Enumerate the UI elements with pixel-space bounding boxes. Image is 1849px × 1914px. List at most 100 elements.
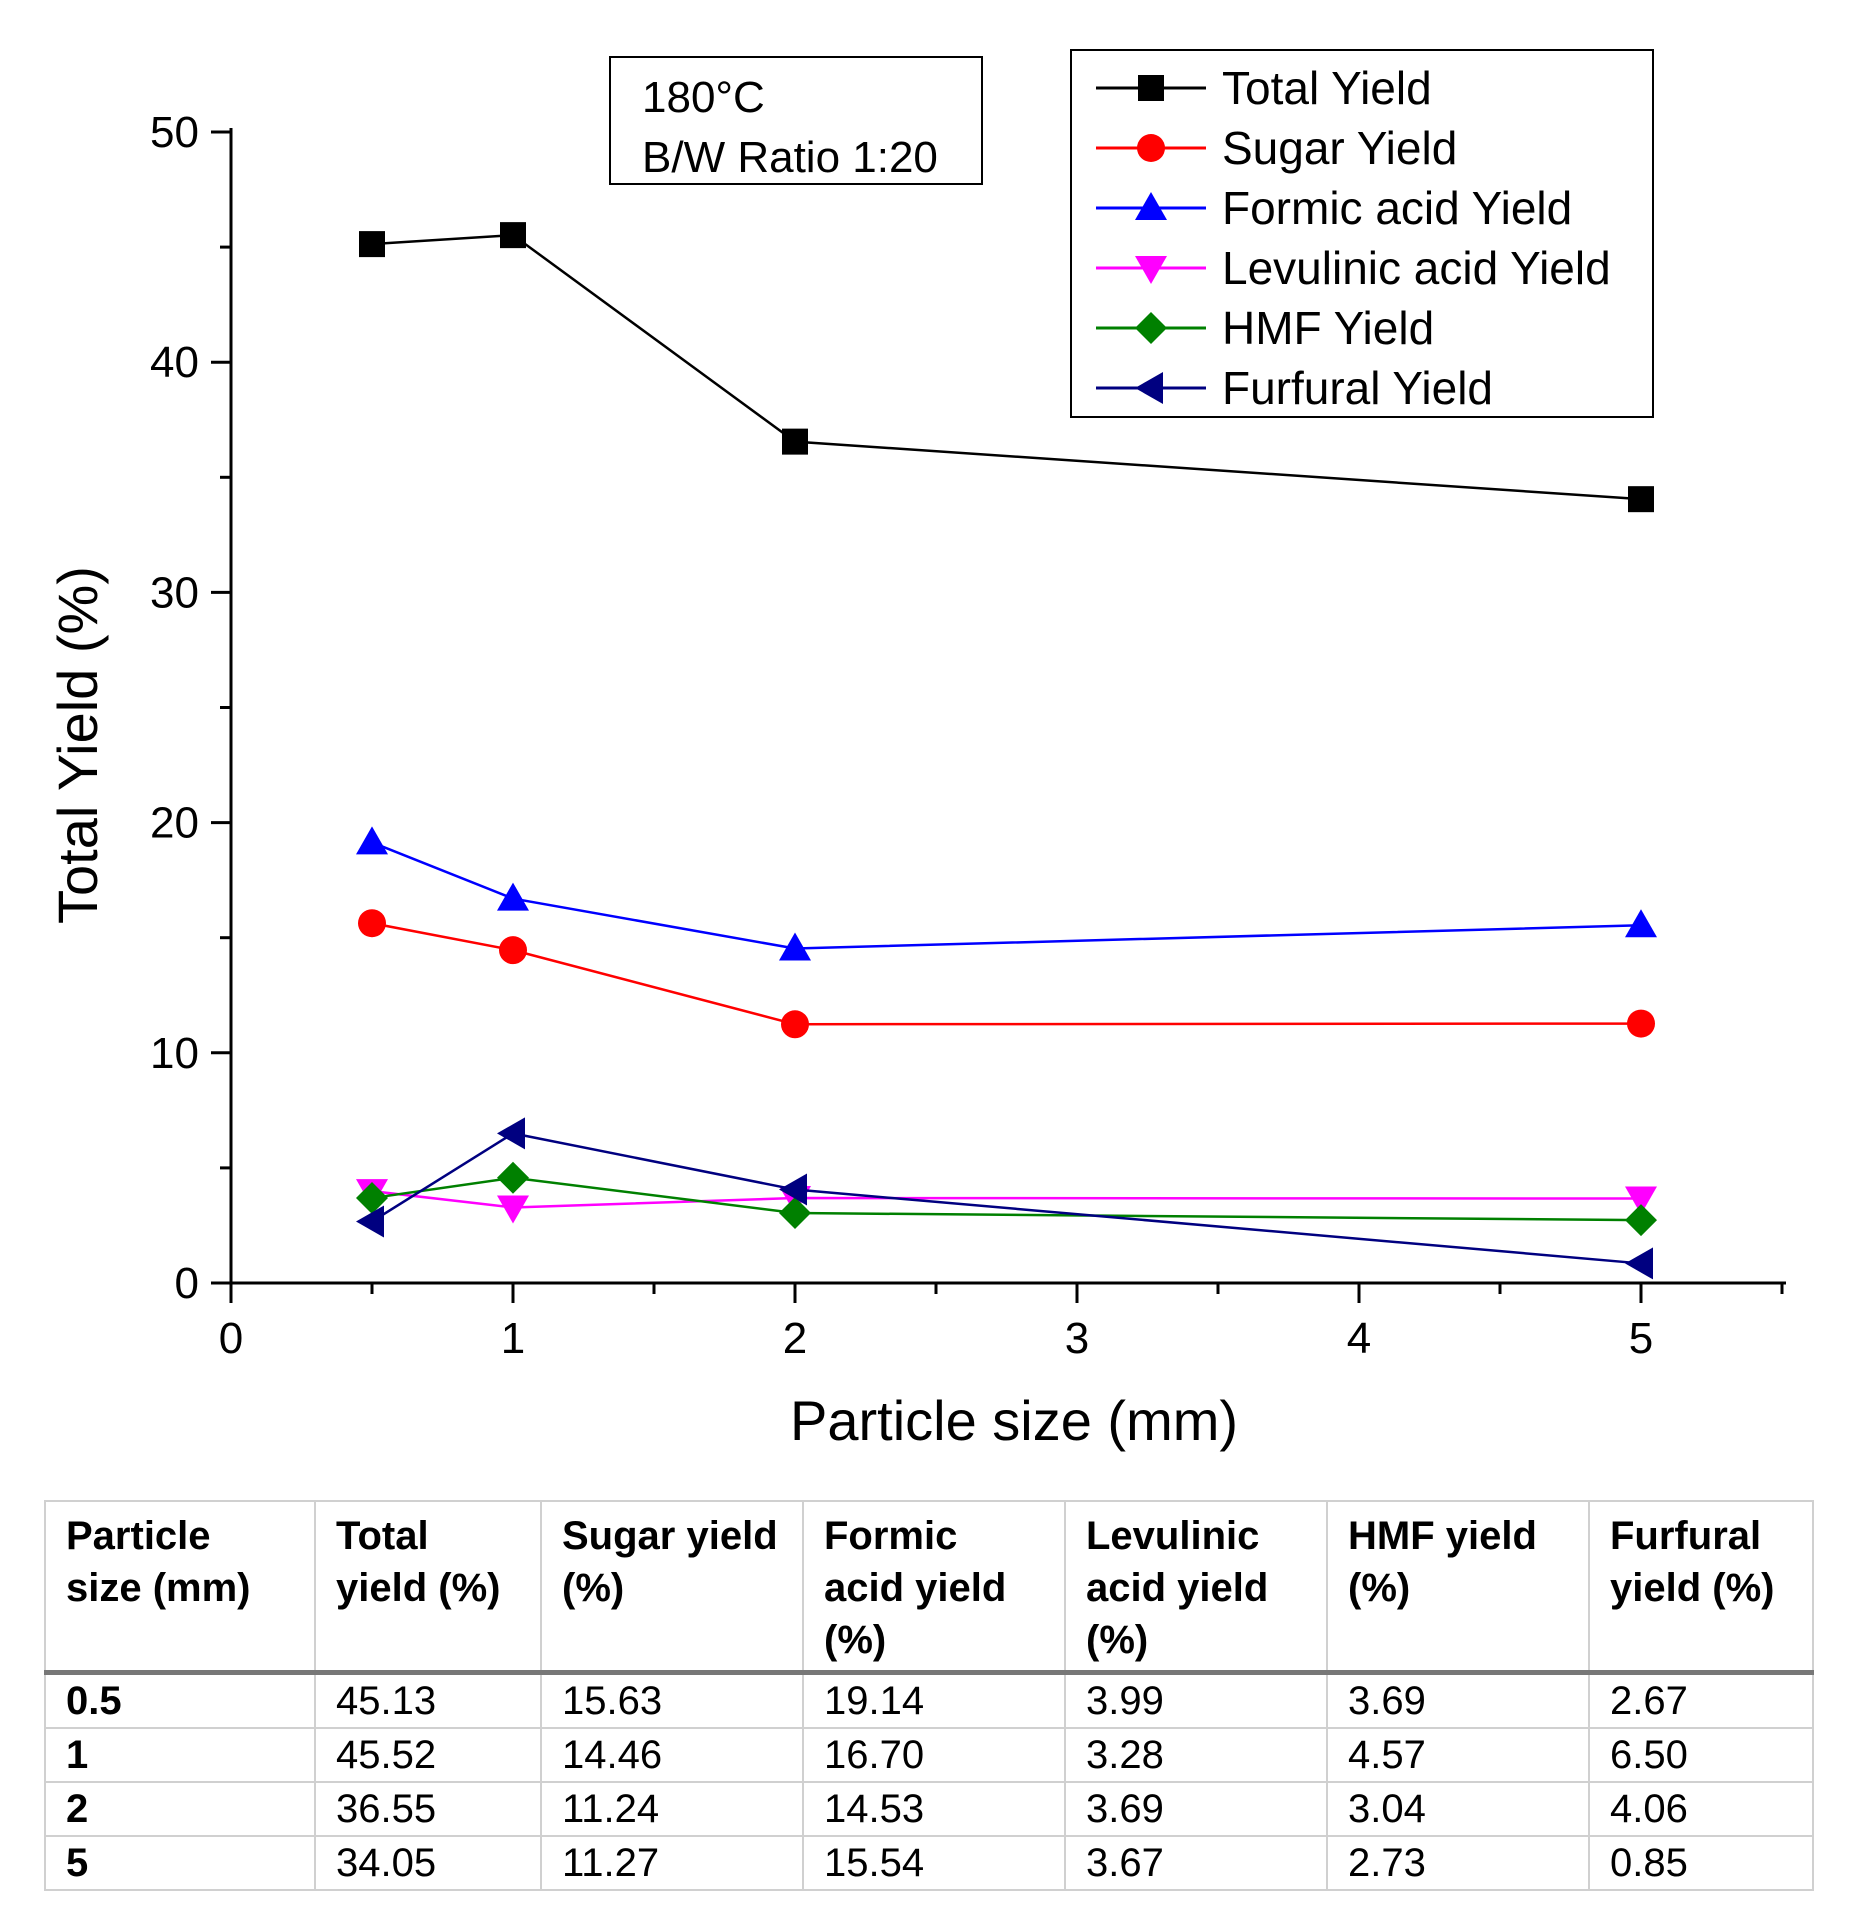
data-point: [359, 231, 385, 258]
table-header-row: Particle size (mm) Total yield (%) Sugar…: [44, 1500, 1814, 1675]
y-tick-label: 40: [150, 338, 199, 387]
table-header-cell: Particle size (mm): [44, 1500, 316, 1675]
x-axis-title: Particle size (mm): [790, 1389, 1238, 1452]
legend-label: Total Yield: [1222, 62, 1432, 114]
table-cell: 2: [44, 1781, 316, 1837]
table-cell: 6.50: [1588, 1727, 1814, 1783]
data-point: [497, 882, 529, 911]
annotation-temperature: 180°C: [642, 73, 765, 122]
series-levulinic-acid-yield: [356, 1179, 1657, 1224]
table-cell: 16.70: [802, 1727, 1066, 1783]
y-tick-label: 30: [150, 568, 199, 617]
series-total-yield: [359, 222, 1654, 513]
table-row: 2 36.55 11.24 14.53 3.69 3.04 4.06: [44, 1781, 1814, 1837]
x-tick-label: 4: [1347, 1314, 1371, 1363]
table-cell: 1: [44, 1727, 316, 1783]
x-tick-label: 5: [1629, 1314, 1653, 1363]
annotation-ratio: B/W Ratio 1:20: [642, 133, 938, 182]
data-point: [497, 1195, 529, 1224]
table-header-cell: Formic acid yield (%): [802, 1500, 1066, 1675]
table-row: 5 34.05 11.27 15.54 3.67 2.73 0.85: [44, 1835, 1814, 1891]
table-header-cell: Levulinic acid yield (%): [1064, 1500, 1328, 1675]
table-cell: 19.14: [802, 1671, 1066, 1729]
y-tick-label: 50: [150, 108, 199, 157]
table-header-cell: Total yield (%): [314, 1500, 542, 1675]
y-tick-label: 10: [150, 1029, 199, 1078]
data-point: [356, 1182, 388, 1215]
data-point: [499, 936, 527, 965]
table-row: 1 45.52 14.46 16.70 3.28 4.57 6.50: [44, 1727, 1814, 1783]
series-line: [371, 1189, 1642, 1209]
series-layer: [356, 222, 1657, 1280]
table-cell: 14.53: [802, 1781, 1066, 1837]
y-axis-title: Total Yield (%): [46, 566, 109, 924]
data-point: [497, 1161, 529, 1194]
table-cell: 3.04: [1326, 1781, 1590, 1837]
data-point: [779, 1173, 807, 1206]
legend-entry: Furfural Yield: [1096, 362, 1493, 414]
table-header-cell: Furfural yield (%): [1588, 1500, 1814, 1675]
legend-marker: [1135, 256, 1167, 284]
table-cell: 45.52: [314, 1727, 542, 1783]
table-cell: 34.05: [314, 1835, 542, 1891]
series-formic-acid-yield: [356, 826, 1657, 961]
y-tick-label: 20: [150, 799, 199, 848]
series-line: [371, 233, 1642, 501]
data-point: [356, 1205, 384, 1238]
data-point: [779, 932, 811, 961]
axes: 0 10 20 30 40 50 0 1 2 3 4 5: [150, 108, 1786, 1363]
legend-label: Sugar Yield: [1222, 122, 1457, 174]
table-row: 0.5 45.13 15.63 19.14 3.99 3.69 2.67: [44, 1671, 1814, 1729]
series-hmf-yield: [356, 1161, 1657, 1237]
legend-entry: Sugar Yield: [1096, 122, 1457, 174]
line-chart: 0 10 20 30 40 50 0 1 2 3 4 5 Particle size (mm) Tot…: [46, 49, 1786, 1452]
data-point: [497, 1117, 525, 1150]
table-cell: 3.69: [1064, 1781, 1328, 1837]
legend-entry: Total Yield: [1096, 62, 1432, 114]
series-line: [371, 841, 1642, 950]
y-tick-label: 0: [175, 1259, 199, 1308]
data-point: [500, 222, 526, 249]
legend-marker: [1135, 312, 1167, 344]
table-cell: 0.5: [44, 1671, 316, 1729]
table-cell: 0.85: [1588, 1835, 1814, 1891]
legend-label: HMF Yield: [1222, 302, 1434, 354]
legend-entry: Levulinic acid Yield: [1096, 242, 1611, 294]
data-point: [358, 909, 386, 938]
x-tick-label: 3: [1065, 1314, 1089, 1363]
table-cell: 11.27: [540, 1835, 804, 1891]
data-point: [1625, 1247, 1653, 1280]
table-cell: 2.73: [1326, 1835, 1590, 1891]
table-cell: 5: [44, 1835, 316, 1891]
legend-marker: [1135, 192, 1167, 220]
data-point: [781, 1010, 809, 1039]
series-line: [371, 921, 1642, 1026]
table-cell: 15.54: [802, 1835, 1066, 1891]
series-line: [371, 1176, 1642, 1222]
table-cell: 15.63: [540, 1671, 804, 1729]
data-point: [1625, 1204, 1657, 1237]
table-cell: 4.57: [1326, 1727, 1590, 1783]
legend-marker: [1138, 75, 1164, 101]
series-sugar-yield: [358, 909, 1655, 1039]
legend-label: Levulinic acid Yield: [1222, 242, 1611, 294]
legend-entry: Formic acid Yield: [1096, 182, 1572, 234]
x-tick-label: 0: [219, 1314, 243, 1363]
legend: Total Yield Sugar Yield Formic acid Yield L…: [1070, 49, 1654, 418]
data-point: [779, 1197, 811, 1230]
data-point: [1628, 486, 1654, 513]
data-point: [1625, 1186, 1657, 1215]
data-table: Particle size (mm) Total yield (%) Sugar…: [44, 1500, 1814, 1891]
table-cell: 2.67: [1588, 1671, 1814, 1729]
x-tick-label: 1: [501, 1314, 525, 1363]
x-tick-label: 2: [783, 1314, 807, 1363]
table-header-cell: HMF yield (%): [1326, 1500, 1590, 1675]
data-point: [356, 826, 388, 855]
data-point: [1627, 1009, 1655, 1038]
legend-label: Formic acid Yield: [1222, 182, 1572, 234]
table-cell: 3.67: [1064, 1835, 1328, 1891]
table-cell: 36.55: [314, 1781, 542, 1837]
legend-marker: [1137, 134, 1165, 162]
table-cell: 3.99: [1064, 1671, 1328, 1729]
annotation-box: 180°C B/W Ratio 1:20: [609, 56, 983, 185]
